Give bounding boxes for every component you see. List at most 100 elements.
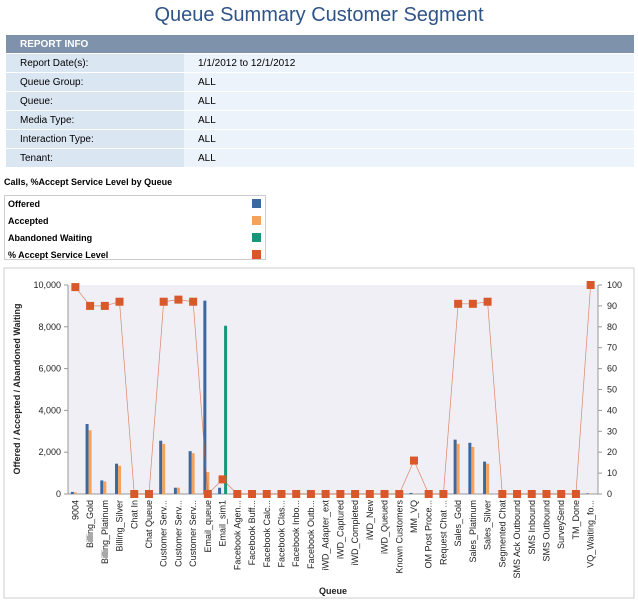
report-title: Queue Summary Customer Segment: [154, 4, 484, 26]
x-tick-label: Segmented Chat: [497, 500, 507, 568]
info-label: Media Type:: [6, 110, 184, 130]
info-value: ALL: [184, 72, 634, 92]
line-marker: [454, 299, 463, 308]
y-axis-title: Offered / Accepted / Abandoned Waiting: [12, 303, 22, 474]
chart-title: Calls, %Accept Service Level by Queue: [4, 177, 173, 187]
x-tick-label: Known Customers: [394, 500, 404, 574]
legend-label: Abandoned Waiting: [8, 233, 93, 243]
bar: [203, 300, 207, 494]
y-tick-label: 4,000: [38, 405, 61, 415]
y2-tick-label: 40: [607, 405, 617, 415]
bar: [162, 443, 166, 494]
y-tick-label: 2,000: [38, 447, 61, 457]
x-tick-label: OM Post Proce...: [424, 500, 434, 569]
info-value: ALL: [184, 148, 634, 168]
info-label: Queue:: [6, 91, 184, 111]
x-tick-label: iWD_Queued: [380, 500, 390, 554]
bar: [173, 487, 177, 494]
x-tick-label: Facebook Outb...: [306, 500, 316, 569]
bar: [88, 430, 92, 494]
bar: [589, 493, 593, 494]
line-marker: [189, 297, 198, 306]
legend-item: Abandoned Waiting: [5, 230, 265, 247]
line-marker: [248, 490, 257, 498]
bar: [409, 492, 413, 494]
info-label: Queue Group:: [6, 72, 184, 92]
line-marker: [203, 490, 212, 498]
x-tick-label: Facebook Inbo...: [291, 500, 301, 567]
bar: [191, 453, 195, 494]
line-marker: [365, 490, 374, 498]
y2-tick-label: 100: [607, 280, 622, 290]
legend-swatch: [252, 216, 261, 225]
info-value: ALL: [184, 110, 634, 130]
line-marker: [513, 490, 522, 498]
x-tick-label: iWD_Adapter_ext: [321, 500, 331, 571]
bar: [159, 440, 163, 494]
line-marker: [86, 301, 95, 310]
x-tick-label: VQ_Waiting_fo...: [586, 500, 596, 568]
line-marker: [321, 490, 330, 498]
x-tick-label: SurveySend: [556, 500, 566, 549]
x-tick-label: iWD_New: [365, 500, 375, 541]
line-marker: [557, 490, 566, 498]
bar: [224, 325, 228, 494]
x-tick-label: SMS Ack Outbound: [512, 500, 522, 579]
legend-item: Accepted: [5, 213, 265, 230]
bar: [468, 442, 472, 494]
line-marker: [336, 490, 345, 498]
x-tick-label: MM_VQ: [409, 500, 419, 533]
line-marker: [100, 301, 109, 310]
bar: [73, 492, 77, 494]
line-marker: [586, 281, 595, 289]
bar: [188, 451, 192, 494]
x-tick-label: SMS Inbound: [527, 500, 537, 555]
x-axis-title: Queue: [319, 586, 347, 596]
line-marker: [144, 490, 153, 498]
y2-tick-label: 0: [607, 489, 612, 499]
info-value: 1/1/2012 to 12/1/2012: [184, 53, 634, 73]
line-marker: [527, 490, 536, 498]
x-tick-label: Email_sim1: [218, 500, 228, 547]
legend-label: Offered: [8, 199, 41, 209]
info-header: REPORT INFO: [6, 35, 634, 54]
x-tick-label: Customer Serv...: [188, 500, 198, 567]
line-marker: [571, 490, 580, 498]
info-row: Queue Group: ALL: [6, 72, 634, 92]
line-marker: [424, 490, 433, 498]
bar: [176, 487, 180, 494]
line-marker: [395, 490, 404, 498]
line-marker: [233, 490, 242, 498]
bar: [115, 463, 119, 494]
x-tick-label: Sales_Gold: [453, 500, 463, 547]
line-marker: [130, 490, 139, 498]
x-tick-label: Billing_Platinum: [100, 500, 110, 564]
info-value: ALL: [184, 129, 634, 149]
y-tick-label: 8,000: [38, 322, 61, 332]
x-tick-label: SMS Outbound: [541, 500, 551, 562]
x-tick-label: Request Chat ...: [438, 500, 448, 565]
legend-swatch: [252, 233, 261, 242]
line-marker: [351, 490, 360, 498]
x-tick-label: Sales_Platinum: [468, 500, 478, 563]
y2-tick-label: 60: [607, 364, 617, 374]
y-tick-label: 0: [56, 489, 61, 499]
info-label: Tenant:: [6, 148, 184, 168]
x-tick-label: iWD_Completed: [350, 500, 360, 566]
info-row: Interaction Type: ALL: [6, 129, 634, 149]
bar: [118, 465, 122, 494]
line-marker: [409, 456, 418, 465]
plot-area: [68, 285, 598, 494]
x-tick-label: 9004: [70, 500, 80, 520]
info-row: Queue: ALL: [6, 91, 634, 111]
bar: [70, 491, 74, 494]
x-tick-label: Facebook Calc...: [262, 500, 272, 568]
x-tick-label: Facebook Agen...: [232, 500, 242, 570]
bar: [483, 461, 487, 494]
line-marker: [468, 299, 477, 308]
x-tick-label: Customer Serv...: [173, 500, 183, 567]
line-marker: [159, 297, 168, 306]
x-tick-label: iWD_Captured: [335, 500, 345, 559]
info-value: ALL: [184, 91, 634, 111]
